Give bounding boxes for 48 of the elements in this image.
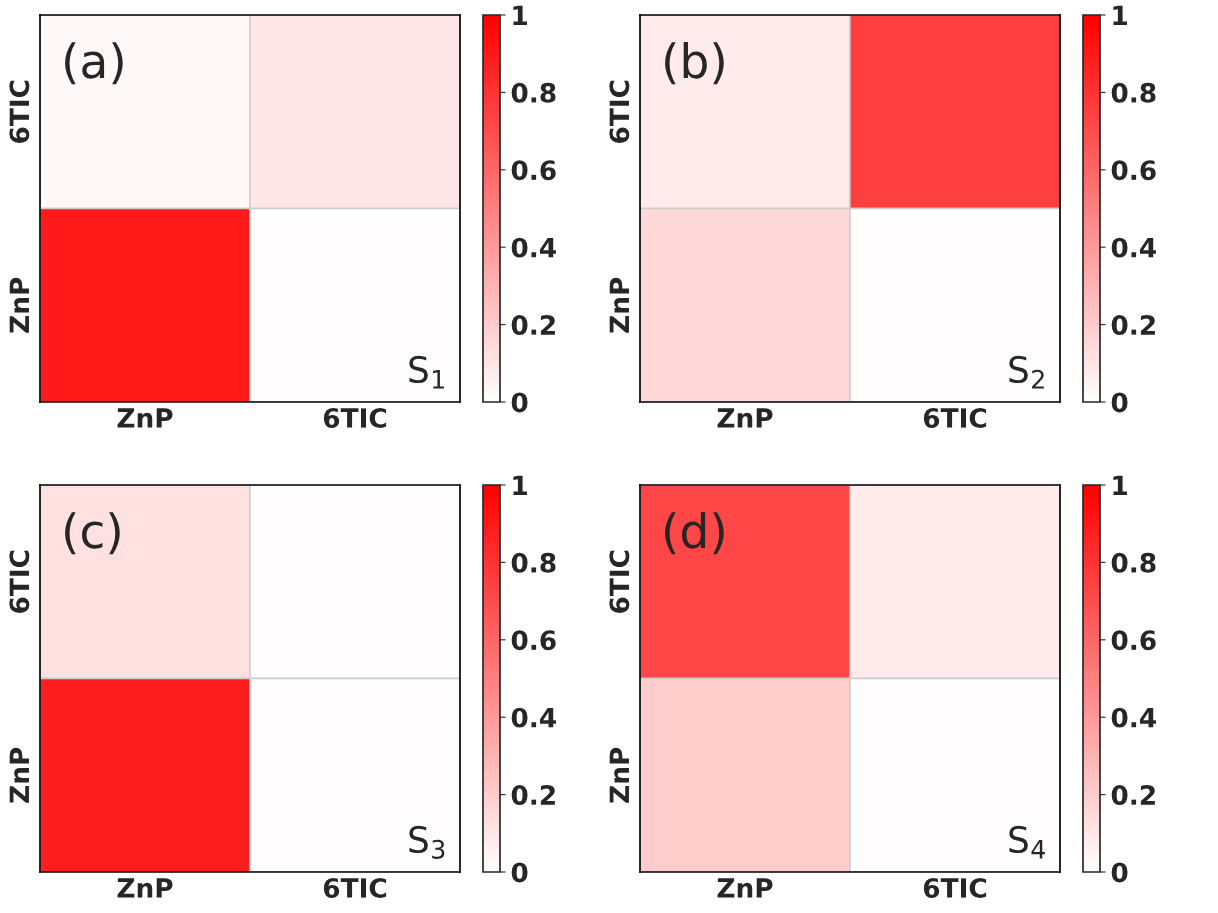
y-tick-label: 6TIC bbox=[9, 80, 30, 143]
annotation: (b) bbox=[665, 42, 724, 85]
color-bar-label: 1 bbox=[1113, 475, 1127, 496]
color-bar-label: 1 bbox=[1113, 5, 1127, 26]
color-bar-label: 0.8 bbox=[511, 82, 556, 103]
color-bar-label: 0.6 bbox=[511, 630, 556, 651]
color-bar-label: 1 bbox=[513, 5, 527, 26]
color-bar-label: 0.8 bbox=[511, 552, 556, 573]
x-tick-label: ZnP bbox=[717, 878, 773, 898]
y-tick-label: ZnP bbox=[9, 747, 29, 803]
x-tick-label: 6TIC bbox=[923, 408, 987, 428]
color-bar-label: 0.4 bbox=[1111, 237, 1156, 258]
color-bar-label: 0 bbox=[511, 862, 528, 883]
y-tick-label: ZnP bbox=[609, 277, 629, 333]
annotation: S$_{2}$ bbox=[1009, 355, 1044, 389]
color-bar-label: 0.4 bbox=[511, 707, 556, 728]
color-bar-label: 0.2 bbox=[511, 785, 555, 805]
color-bar-label: 1 bbox=[513, 475, 527, 496]
annotation: S$_{1}$ bbox=[409, 355, 444, 389]
color-bar-label: 0.4 bbox=[1111, 707, 1156, 728]
y-tick-label: 6TIC bbox=[9, 550, 30, 613]
annotation: (c) bbox=[65, 512, 120, 555]
color-bar-label: 0.2 bbox=[1111, 315, 1155, 335]
color-bar-label: 0.8 bbox=[1111, 552, 1156, 573]
color-bar-label: 0.6 bbox=[511, 160, 556, 181]
x-tick-label: 6TIC bbox=[923, 878, 987, 898]
color-bar-label: 0 bbox=[1111, 862, 1128, 883]
annotation: S$_{4}$ bbox=[1009, 825, 1045, 859]
x-tick-label: ZnP bbox=[717, 408, 773, 428]
y-tick-label: 6TIC bbox=[609, 80, 630, 143]
y-tick-label: ZnP bbox=[609, 747, 629, 803]
annotation: (a) bbox=[65, 42, 123, 85]
annotation: (d) bbox=[665, 512, 724, 555]
color-bar-label: 0.2 bbox=[1111, 785, 1155, 805]
color-bar-label: 0 bbox=[511, 392, 528, 413]
color-bar-label: 0 bbox=[1111, 392, 1128, 413]
color-bar-label: 0.6 bbox=[1111, 160, 1156, 181]
color-bar-label: 0.4 bbox=[511, 237, 556, 258]
x-tick-label: ZnP bbox=[117, 408, 173, 428]
y-tick-label: 6TIC bbox=[609, 550, 630, 613]
color-bar-label: 0.2 bbox=[511, 315, 555, 335]
x-tick-label: ZnP bbox=[117, 878, 173, 898]
color-bar-label: 0.8 bbox=[1111, 82, 1156, 103]
annotation: S$_{3}$ bbox=[409, 825, 445, 859]
color-bar-label: 0.6 bbox=[1111, 630, 1156, 651]
x-tick-label: 6TIC bbox=[323, 408, 387, 428]
x-tick-label: 6TIC bbox=[323, 878, 387, 898]
y-tick-label: ZnP bbox=[9, 277, 29, 333]
